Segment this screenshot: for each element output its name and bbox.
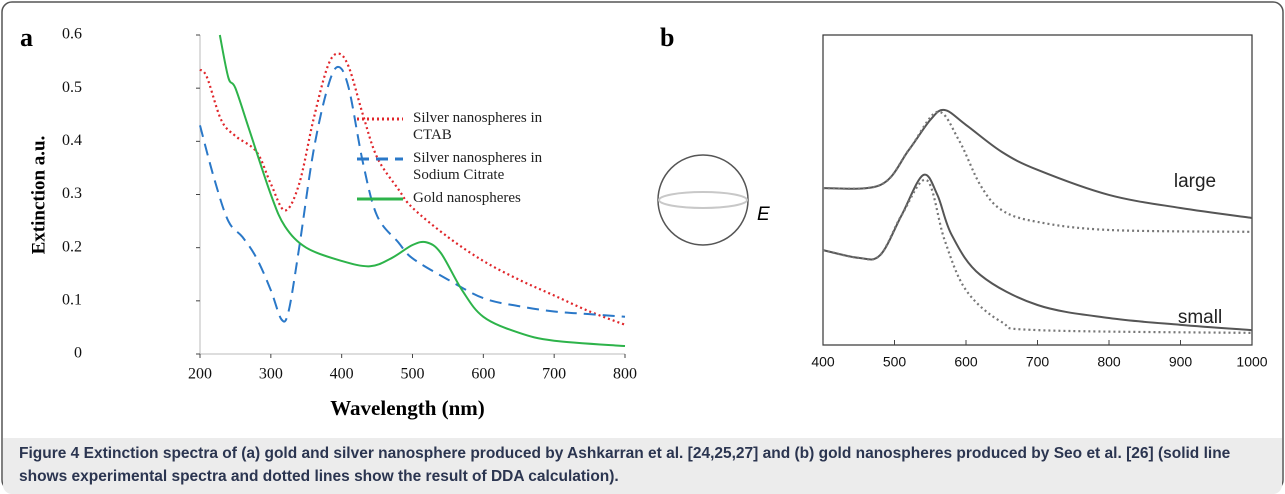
x-tick-label: 1000 bbox=[1236, 354, 1267, 370]
x-tick-label: 900 bbox=[1169, 354, 1193, 370]
data-line bbox=[822, 173, 1253, 332]
x-tick-label: 300 bbox=[259, 366, 283, 383]
y-axis-label: Extinction a.u. bbox=[28, 136, 49, 255]
data-line bbox=[199, 52, 626, 326]
legend-swatch bbox=[357, 157, 403, 161]
y-tick-label: 0.4 bbox=[62, 132, 82, 149]
x-tick-label: 400 bbox=[330, 366, 354, 383]
caption-text: Extinction spectra of (a) gold and silve… bbox=[19, 445, 1231, 485]
legend-item: Silver nanospheres in Sodium Citrate bbox=[355, 150, 583, 184]
x-tick-label: 600 bbox=[954, 354, 978, 370]
legend-swatch bbox=[357, 197, 403, 201]
legend-item: Gold nanospheres bbox=[355, 190, 583, 207]
x-tick-label: 400 bbox=[811, 354, 835, 370]
annotation: large bbox=[1174, 171, 1216, 192]
legend: Silver nanospheres in CTAB Silver nanosph… bbox=[355, 110, 595, 213]
legend-label: Silver nanospheres in Sodium Citrate bbox=[413, 150, 543, 183]
y-tick-label: 0.2 bbox=[62, 238, 82, 255]
y-axis-label: E bbox=[757, 204, 770, 225]
data-line bbox=[822, 108, 1253, 219]
y-tick-label: 0.5 bbox=[62, 79, 82, 96]
sphere-equator bbox=[658, 191, 748, 209]
y-tick-label: 0.1 bbox=[62, 292, 82, 309]
y-tick-label: 0.3 bbox=[62, 185, 82, 202]
legend-label: Silver nanospheres in CTAB bbox=[413, 110, 543, 143]
panel-label: b bbox=[660, 23, 674, 52]
legend-swatch bbox=[357, 117, 403, 121]
y-tick-label: 0.6 bbox=[62, 26, 82, 43]
x-tick-label: 600 bbox=[471, 366, 495, 383]
y-tick-label: 0 bbox=[74, 345, 82, 362]
caption: Figure 4 Extinction spectra of (a) gold … bbox=[3, 438, 1282, 494]
data-line bbox=[199, 65, 626, 323]
x-tick-label: 700 bbox=[542, 366, 566, 383]
x-tick-label: 500 bbox=[401, 366, 425, 383]
x-tick-label: 700 bbox=[1026, 354, 1050, 370]
x-axis-label: Wavelength (nm) bbox=[330, 396, 485, 420]
x-tick-label: 500 bbox=[883, 354, 907, 370]
caption-label: Figure 4 bbox=[19, 445, 80, 462]
x-tick-label: 800 bbox=[613, 366, 637, 383]
panel-label: a bbox=[20, 23, 33, 52]
sphere-icon bbox=[657, 154, 749, 246]
legend-label: Gold nanospheres bbox=[413, 190, 521, 206]
annotation: small bbox=[1178, 307, 1222, 328]
legend-item: Silver nanospheres in CTAB bbox=[355, 110, 583, 144]
data-line bbox=[218, 34, 626, 348]
x-tick-label: 800 bbox=[1097, 354, 1121, 370]
x-tick-label: 200 bbox=[188, 366, 212, 383]
